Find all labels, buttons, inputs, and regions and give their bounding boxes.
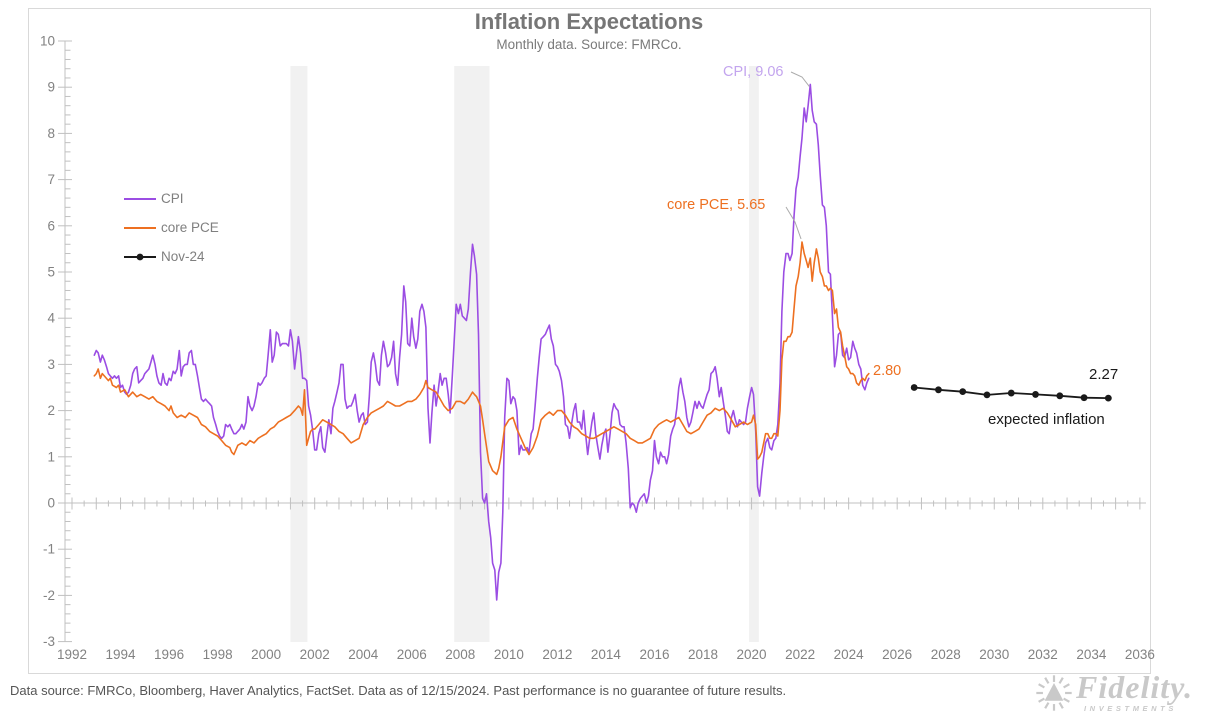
x-tick-label: 2032: [1028, 647, 1058, 662]
x-tick-label: 2024: [834, 647, 865, 662]
y-tick-label: -2: [43, 588, 55, 603]
x-tick-label: 1998: [203, 647, 233, 662]
data-point-marker: [910, 384, 918, 391]
legend-label-core-pce: core PCE: [161, 220, 219, 235]
x-tick-label: 2004: [348, 647, 379, 662]
x-tick-label: 2006: [397, 647, 427, 662]
legend-item-nov24: Nov-24: [122, 242, 219, 271]
cpi-peak-annotation: CPI, 9.06: [723, 64, 784, 80]
x-tick-label: 2000: [251, 647, 281, 662]
fidelity-wordmark: Fidelity. INVESTMENTS: [1076, 669, 1194, 713]
fidelity-logo: Fidelity. INVESTMENTS: [1034, 669, 1194, 714]
chart-frame: [28, 8, 1151, 674]
cpi-line-swatch: [124, 197, 156, 200]
x-tick-label: 2008: [445, 647, 475, 662]
core-pce-line-swatch: [124, 226, 156, 229]
core-pce-last-value-label: 2.80: [873, 363, 902, 379]
data-point-marker: [1056, 392, 1064, 400]
data-point-marker: [1007, 389, 1015, 397]
y-tick-label: 5: [47, 265, 55, 280]
y-tick-label: 1: [47, 449, 55, 464]
y-tick-label: 3: [47, 357, 55, 372]
cpi-annotation-leader: [790, 71, 810, 87]
expected-inflation-end-value-label: 2.27: [1089, 366, 1119, 383]
data-point-marker: [1104, 394, 1112, 402]
recession-band: [454, 66, 490, 642]
x-tick-label: 2016: [639, 647, 669, 662]
core-pce-peak-annotation: core PCE, 5.65: [667, 197, 766, 213]
y-tick-label: 9: [47, 80, 55, 95]
y-tick-label: 0: [47, 496, 55, 511]
chart-title: Inflation Expectations: [474, 9, 704, 34]
expected-inflation-series-label: expected inflation: [988, 411, 1105, 428]
data-point-marker: [935, 386, 942, 394]
y-tick-label: 8: [47, 126, 55, 141]
data-point-marker: [983, 391, 991, 399]
y-tick-label: -3: [43, 634, 55, 649]
x-tick-label: 1992: [57, 647, 87, 662]
x-tick-label: 2012: [542, 647, 572, 662]
x-tick-label: 2026: [882, 647, 912, 662]
series-line-core-pce: [93, 241, 870, 476]
data-point-marker: [959, 388, 967, 396]
series-line-cpi: [93, 83, 870, 601]
nov24-line-dot-swatch: [124, 253, 156, 260]
disclaimer-footnote: Data source: FMRCo, Bloomberg, Haver Ana…: [10, 683, 787, 698]
core-pce-annotation-leader: [785, 206, 802, 240]
y-tick-label: 2: [47, 403, 55, 418]
legend-label-cpi: CPI: [161, 191, 184, 206]
data-point-marker: [1032, 391, 1039, 398]
x-tick-label: 2018: [688, 647, 718, 662]
x-tick-label: 2036: [1125, 647, 1155, 662]
recession-band: [290, 66, 308, 642]
fidelity-investments-text: INVESTMENTS: [1084, 704, 1177, 713]
data-point-marker: [1080, 394, 1088, 402]
y-tick-label: 4: [47, 311, 55, 326]
x-tick-label: 2022: [785, 647, 815, 662]
fidelity-sunburst-pyramid-icon: [1036, 675, 1072, 711]
x-tick-label: 2030: [979, 647, 1009, 662]
x-tick-label: 2020: [737, 647, 767, 662]
chart-legend: CPI core PCE Nov-24: [122, 184, 219, 271]
chart-subtitle: Monthly data. Source: FMRCo.: [496, 37, 682, 52]
x-tick-label: 2028: [931, 647, 961, 662]
x-tick-label: 2010: [494, 647, 524, 662]
x-tick-label: 1996: [154, 647, 184, 662]
x-tick-label: 2034: [1076, 647, 1107, 662]
legend-label-nov24: Nov-24: [161, 249, 205, 264]
fidelity-brand-mark: .: [1184, 669, 1194, 705]
y-tick-label: 6: [47, 218, 55, 233]
y-tick-label: 7: [47, 172, 55, 187]
legend-item-cpi: CPI: [122, 184, 219, 213]
y-tick-label: 10: [40, 34, 55, 49]
x-tick-label: 2014: [591, 647, 622, 662]
legend-item-core-pce: core PCE: [122, 213, 219, 242]
y-tick-label: -1: [43, 542, 55, 557]
x-tick-label: 2002: [300, 647, 330, 662]
x-tick-label: 1994: [106, 647, 137, 662]
fidelity-brand-text: Fidelity: [1076, 669, 1185, 705]
recession-band: [749, 66, 759, 642]
